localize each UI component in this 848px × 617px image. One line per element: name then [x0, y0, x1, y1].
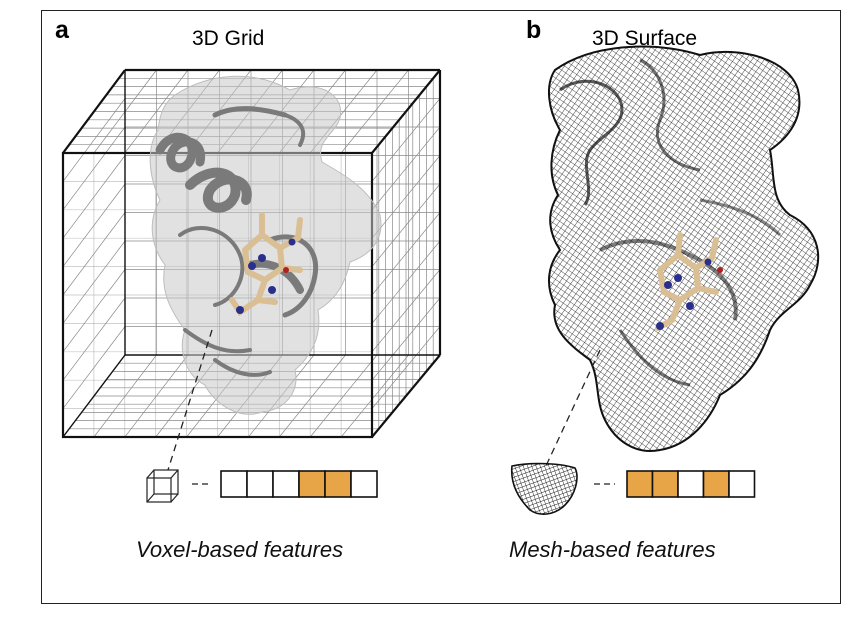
figure-frame	[41, 10, 841, 604]
mesh-feature-cell-0	[626, 470, 654, 498]
protein-mesh-surface	[548, 45, 820, 452]
panel-a-title: 3D Grid	[192, 27, 265, 50]
mesh-feature-cell-2	[677, 470, 705, 498]
panel-a-caption: Voxel-based features	[136, 537, 344, 562]
voxel-feature-cell-3	[298, 470, 326, 498]
voxel-feature-cell-4	[324, 470, 352, 498]
voxel-feature-vector	[220, 470, 378, 498]
protein-ribbon	[155, 106, 319, 377]
mesh-feature-cell-3	[702, 470, 730, 498]
ligand-stick-model-b	[655, 232, 723, 331]
panel-b-caption: Mesh-based features	[509, 537, 716, 562]
voxel-cube-icon	[146, 469, 179, 503]
mesh-feature-cell-4	[728, 470, 756, 498]
mesh-patch-icon	[510, 462, 578, 515]
mesh-feature-vector	[626, 470, 756, 498]
panel-a-letter: a	[55, 16, 69, 44]
zoom-dashed-line-a	[167, 329, 213, 471]
protein-surface-translucent	[149, 75, 382, 415]
voxel-feature-cell-1	[246, 470, 274, 498]
voxel-feature-cell-0	[220, 470, 248, 498]
voxel-feature-cell-5	[350, 470, 378, 498]
zoom-dashed-line-b	[544, 349, 601, 469]
voxel-feature-cell-2	[272, 470, 300, 498]
mesh-feature-cell-1	[651, 470, 679, 498]
ligand-stick-model-a	[229, 212, 303, 317]
panel-b-letter: b	[526, 16, 542, 44]
panel-b-title: 3D Surface	[592, 27, 698, 50]
